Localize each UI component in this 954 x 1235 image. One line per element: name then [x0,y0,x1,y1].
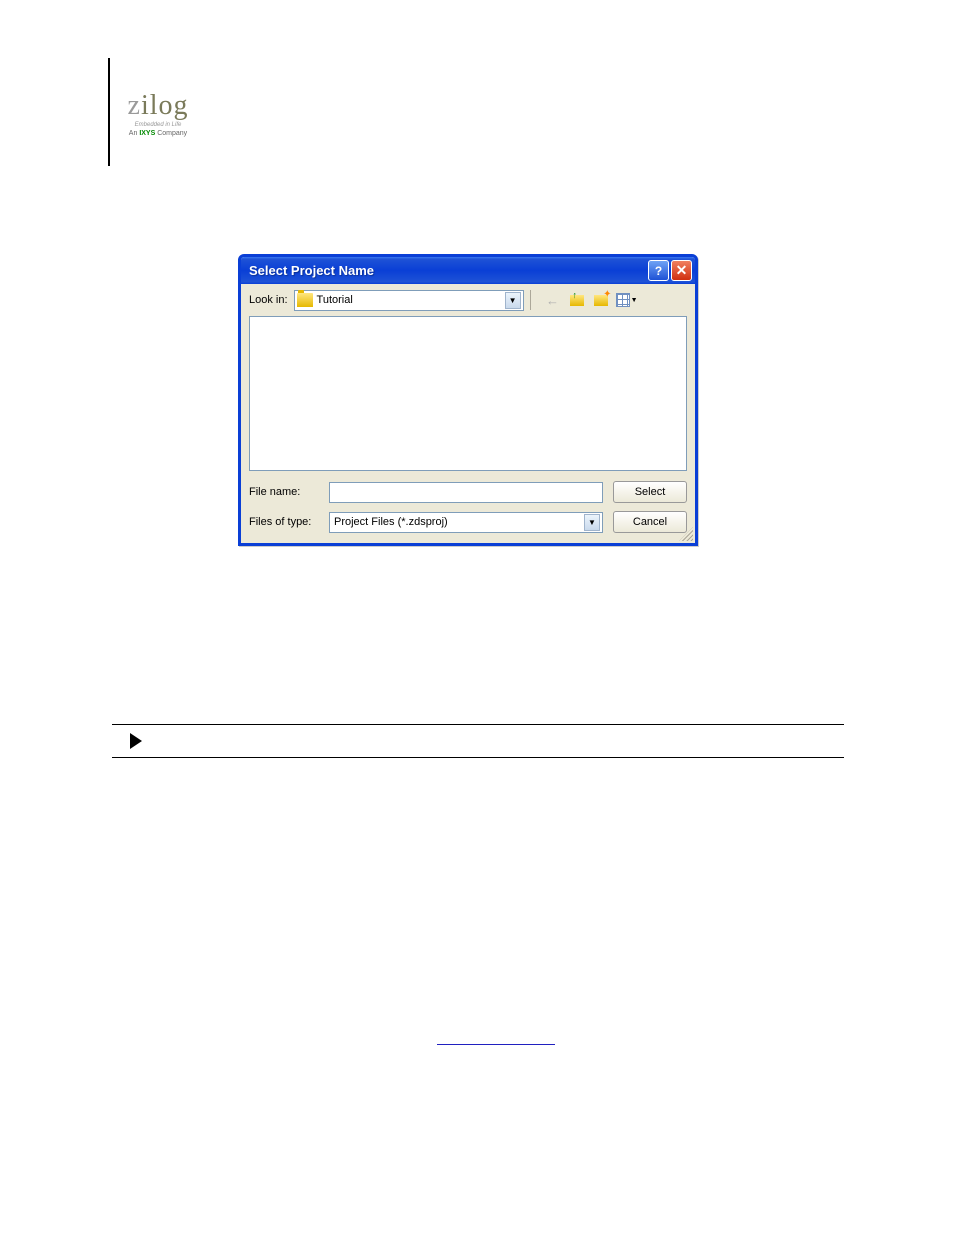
chevron-down-icon[interactable]: ▼ [584,514,600,531]
zilog-logo: zilog Embedded in Life An IXYS Company [118,90,198,137]
toolbar-separator [530,290,531,310]
new-folder-icon[interactable] [591,290,611,310]
note-section [112,724,844,758]
file-list-area[interactable] [249,316,687,471]
up-one-level-icon[interactable] [567,290,587,310]
look-in-label: Look in: [249,294,288,306]
select-project-dialog: Select Project Name ? ✕ Look in: Tutoria… [238,254,698,546]
hr-bottom [112,757,844,758]
logo-company: An IXYS Company [118,130,198,137]
close-button[interactable]: ✕ [671,260,692,281]
hyperlink-underline[interactable] [437,1044,555,1045]
files-of-type-value: Project Files (*.zdsproj) [334,516,584,528]
folder-icon [297,293,313,307]
logo-z: z [128,90,141,121]
select-button[interactable]: Select [613,481,687,503]
arrow-right-icon [130,733,142,749]
view-menu-icon[interactable]: ▼ [615,290,639,310]
logo-wordmark: zilog [118,90,198,122]
help-button[interactable]: ? [648,260,669,281]
vertical-rule [108,58,110,166]
logo-tagline: Embedded in Life [118,122,198,128]
file-name-input[interactable] [329,482,603,503]
titlebar[interactable]: Select Project Name ? ✕ [241,257,695,284]
look-in-combo[interactable]: Tutorial ▼ [294,290,524,311]
look-in-value: Tutorial [317,294,505,306]
note-arrow-row [112,725,844,757]
chevron-down-icon[interactable]: ▼ [505,292,521,309]
cancel-button[interactable]: Cancel [613,511,687,533]
dialog-title: Select Project Name [249,263,646,278]
logo-rest: ilog [141,90,189,121]
back-icon[interactable]: ← [543,290,563,310]
file-toolbar: Look in: Tutorial ▼ ← ▼ [241,284,695,316]
dialog-bottom: File name: Select Files of type: Project… [241,477,695,543]
files-of-type-label: Files of type: [249,516,319,528]
files-of-type-combo[interactable]: Project Files (*.zdsproj) ▼ [329,512,603,533]
file-name-label: File name: [249,486,319,498]
nav-icons: ← ▼ [543,290,639,310]
